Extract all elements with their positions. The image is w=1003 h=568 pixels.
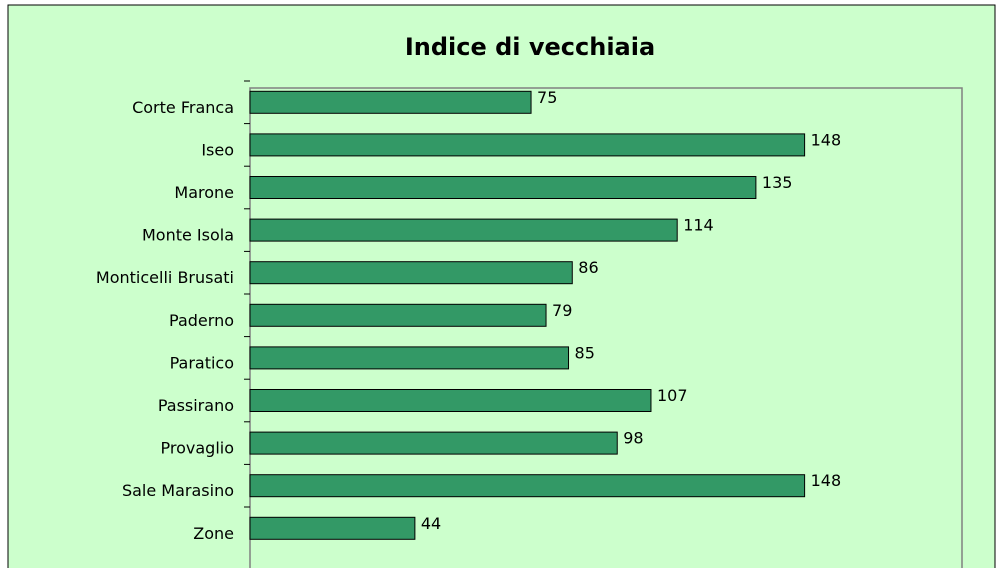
y-tick-label: Passirano — [158, 396, 234, 415]
data-label: 86 — [578, 258, 598, 277]
bar — [249, 389, 652, 412]
y-tick-label: Paratico — [170, 353, 234, 372]
y-tick-label: Corte Franca — [132, 98, 234, 117]
bar — [249, 90, 532, 114]
plot-area — [249, 87, 963, 568]
bar — [249, 474, 806, 498]
y-tick-label: Iseo — [201, 140, 234, 159]
data-label: 135 — [762, 173, 793, 192]
bar — [249, 176, 757, 199]
data-label: 79 — [552, 301, 572, 320]
bar — [249, 303, 547, 327]
bar — [249, 261, 573, 285]
y-tick-label: Sale Marasino — [122, 481, 234, 500]
bar — [249, 133, 806, 157]
bar — [249, 516, 416, 540]
bar — [249, 346, 570, 370]
bar — [249, 431, 618, 455]
data-label: 148 — [811, 130, 842, 149]
y-tick-label: Monticelli Brusati — [96, 268, 234, 287]
y-tick-label: Monte Isola — [142, 226, 234, 245]
y-tick-label: Zone — [193, 524, 234, 543]
data-label: 148 — [811, 471, 842, 490]
chart-title: Indice di vecchiaia — [405, 33, 655, 61]
data-label: 44 — [421, 514, 441, 533]
data-label: 85 — [575, 343, 595, 362]
y-tick-label: Paderno — [169, 311, 234, 330]
data-label: 98 — [623, 429, 643, 448]
data-label: 107 — [657, 386, 688, 405]
y-tick-label: Provaglio — [161, 439, 235, 458]
data-label: 114 — [683, 216, 714, 235]
bar — [249, 218, 678, 242]
data-label: 75 — [537, 88, 557, 107]
y-tick-label: Marone — [174, 183, 234, 202]
